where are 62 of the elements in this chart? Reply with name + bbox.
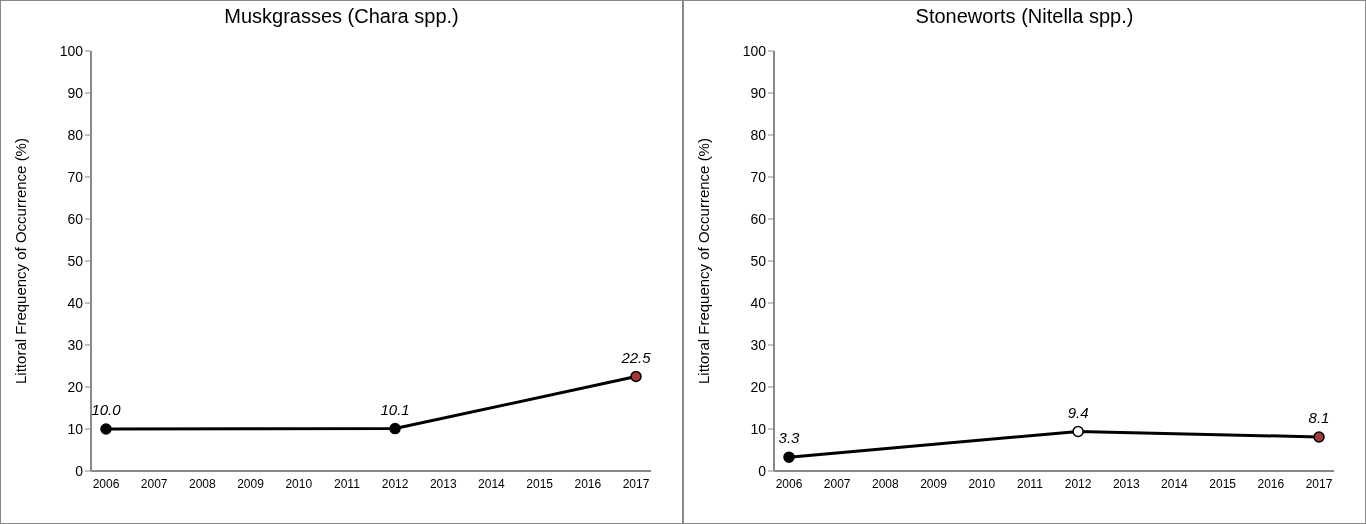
y-tick-label: 20 bbox=[750, 378, 767, 395]
y-tick-label: 50 bbox=[750, 252, 767, 269]
point bbox=[630, 370, 642, 383]
x-tick-label: 2010 bbox=[968, 476, 996, 491]
y-tick-label: 40 bbox=[67, 294, 84, 311]
y-tick-label: 50 bbox=[67, 252, 84, 269]
x-tick-label: 2017 bbox=[622, 476, 650, 491]
data-label: 10.0 bbox=[91, 401, 122, 418]
data-label: 8.1 bbox=[1308, 408, 1330, 426]
x-tick-label: 2014 bbox=[1161, 476, 1189, 491]
y-tick-label: 10 bbox=[67, 420, 84, 437]
y-axis-title: Littoral Frequency of Occurrence (%) bbox=[695, 138, 713, 384]
point bbox=[100, 423, 112, 435]
x-tick-label: 2009 bbox=[237, 476, 265, 491]
x-tick-label: 2011 bbox=[1017, 476, 1044, 491]
data-label: 9.4 bbox=[1067, 403, 1089, 421]
x-tick-label: 2012 bbox=[1064, 476, 1092, 491]
x-tick-label: 2014 bbox=[478, 476, 506, 491]
chart-title: Muskgrasses (Chara spp.) bbox=[223, 5, 460, 29]
point bbox=[1072, 425, 1084, 438]
y-tick-label: 80 bbox=[67, 126, 84, 143]
y-tick-label: 60 bbox=[67, 210, 84, 227]
x-tick-label: 2007 bbox=[140, 476, 168, 491]
y-tick-label: 0 bbox=[758, 462, 767, 479]
y-tick-label: 100 bbox=[742, 42, 767, 59]
y-tick-label: 20 bbox=[67, 378, 84, 395]
y-axis-title: Littoral Frequency of Occurrence (%) bbox=[12, 138, 30, 384]
point bbox=[1313, 431, 1325, 443]
y-tick-label: 90 bbox=[750, 84, 767, 101]
y-tick-label: 90 bbox=[67, 84, 84, 101]
y-tick-label: 70 bbox=[67, 168, 84, 185]
point bbox=[389, 422, 401, 435]
y-tick-label: 0 bbox=[75, 462, 84, 479]
y-tick-label: 60 bbox=[750, 210, 767, 227]
x-tick-label: 2009 bbox=[920, 476, 948, 491]
y-tick-label: 10 bbox=[750, 420, 767, 437]
data-label: 10.1 bbox=[380, 400, 410, 418]
x-tick-label: 2017 bbox=[1305, 476, 1333, 491]
x-tick-label: 2006 bbox=[775, 476, 803, 491]
x-tick-label: 2016 bbox=[574, 476, 602, 491]
data-label: 22.5 bbox=[620, 348, 652, 366]
y-tick-label: 30 bbox=[750, 336, 767, 353]
y-tick-label: 30 bbox=[67, 336, 84, 353]
x-tick-label: 2013 bbox=[1112, 476, 1140, 491]
x-tick-label: 2006 bbox=[92, 476, 120, 491]
x-tick-label: 2013 bbox=[429, 476, 457, 491]
x-tick-label: 2015 bbox=[526, 476, 554, 491]
data-label: 3.3 bbox=[778, 429, 801, 447]
chart-title: Stoneworts (Nitella spp.) bbox=[914, 5, 1135, 29]
x-tick-label: 2015 bbox=[1209, 476, 1237, 491]
y-tick-label: 40 bbox=[750, 294, 767, 311]
y-tick-label: 100 bbox=[59, 42, 84, 59]
x-tick-label: 2008 bbox=[189, 476, 217, 491]
y-tick-label: 70 bbox=[750, 168, 767, 185]
point bbox=[783, 451, 795, 463]
x-tick-label: 2011 bbox=[334, 476, 361, 491]
x-tick-label: 2016 bbox=[1257, 476, 1285, 491]
x-tick-label: 2008 bbox=[872, 476, 900, 491]
y-tick-label: 80 bbox=[750, 126, 767, 143]
x-tick-label: 2010 bbox=[285, 476, 313, 491]
x-tick-label: 2012 bbox=[381, 476, 409, 491]
x-tick-label: 2007 bbox=[823, 476, 851, 491]
